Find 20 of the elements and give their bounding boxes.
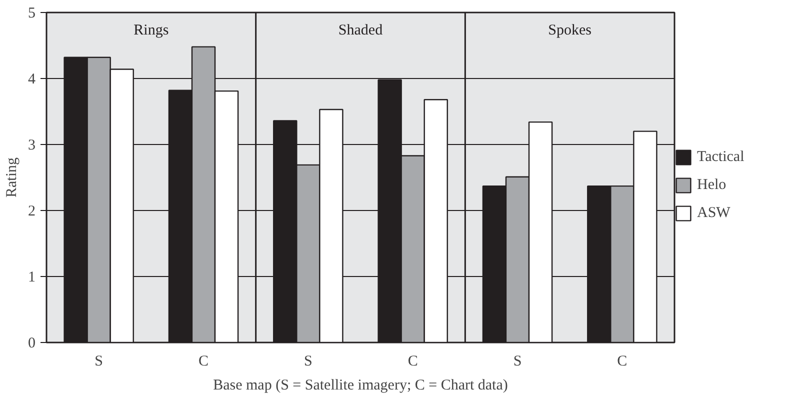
y-tick-label: 3	[28, 138, 36, 154]
annotation: Shaded	[338, 22, 384, 38]
annotation: Rings	[134, 22, 169, 38]
y-tick-label: 4	[28, 72, 36, 88]
x-tick-label: C	[198, 354, 209, 370]
x-tick-label: S	[304, 354, 312, 370]
legend-label: ASW	[697, 204, 730, 222]
legend-label: Helo	[697, 176, 726, 194]
legend-label: Tactical	[697, 148, 744, 166]
x-tick-label: S	[513, 354, 522, 370]
y-tick-label: 0	[28, 336, 36, 352]
x-axis-title: Base map (S = Satellite imagery; C = Chart data)	[213, 378, 508, 394]
y-tick-label: 2	[28, 204, 36, 220]
x-tick-label: S	[94, 354, 104, 370]
x-tick-label: C	[617, 354, 628, 370]
y-axis-title: Rating	[4, 157, 20, 198]
x-tick-label: C	[408, 354, 418, 370]
annotation: Spokes	[548, 22, 592, 38]
y-tick-label: 1	[28, 270, 36, 286]
y-tick-label: 5	[28, 6, 36, 22]
